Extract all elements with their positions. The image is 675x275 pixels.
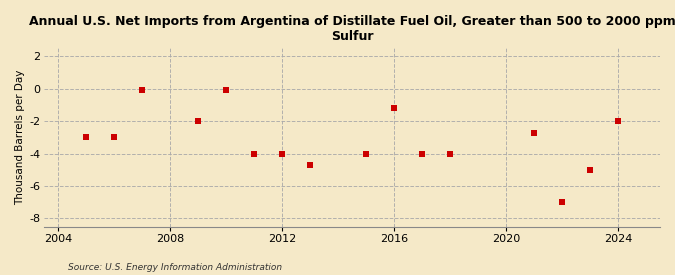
Point	[416, 152, 427, 156]
Point	[585, 168, 595, 172]
Point	[193, 119, 204, 123]
Point	[445, 152, 456, 156]
Point	[305, 163, 316, 167]
Point	[529, 130, 539, 135]
Point	[277, 152, 288, 156]
Point	[81, 135, 92, 140]
Point	[221, 87, 232, 92]
Point	[109, 135, 119, 140]
Point	[137, 87, 148, 92]
Point	[249, 152, 260, 156]
Y-axis label: Thousand Barrels per Day: Thousand Barrels per Day	[15, 70, 25, 205]
Point	[613, 119, 624, 123]
Point	[557, 200, 568, 204]
Text: Source: U.S. Energy Information Administration: Source: U.S. Energy Information Administ…	[68, 263, 281, 272]
Point	[361, 152, 372, 156]
Title: Annual U.S. Net Imports from Argentina of Distillate Fuel Oil, Greater than 500 : Annual U.S. Net Imports from Argentina o…	[29, 15, 675, 43]
Point	[389, 106, 400, 111]
